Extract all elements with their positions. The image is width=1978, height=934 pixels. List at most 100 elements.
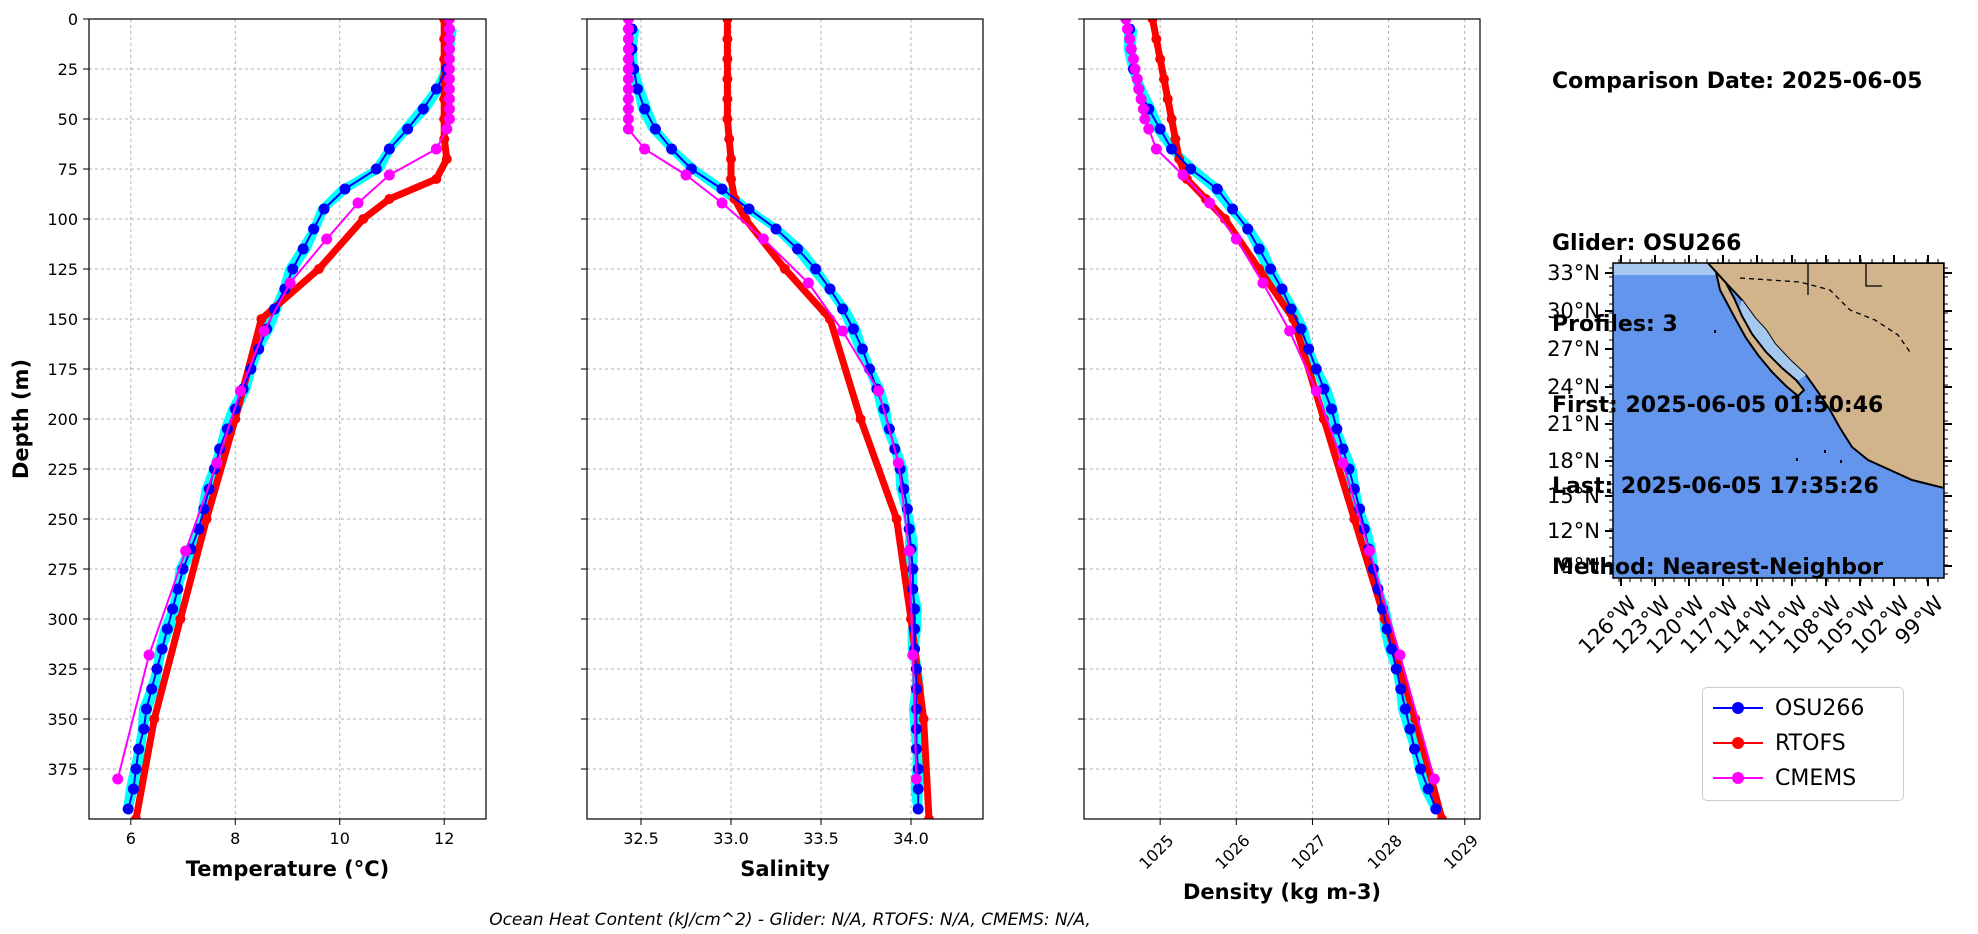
y-tick-label: 175 (47, 360, 78, 379)
data-point-osu266 (167, 603, 179, 615)
data-point-rtofs (1162, 94, 1173, 104)
x-tick-label: 1029 (1440, 831, 1482, 873)
data-point-osu266 (1404, 723, 1416, 735)
legend-label: RTOFS (1775, 730, 1846, 756)
data-point-rtofs (384, 194, 395, 204)
island (1824, 450, 1826, 453)
data-point-osu266 (1253, 243, 1265, 255)
data-point-rtofs (131, 814, 142, 819)
lat-label: 9°N (1560, 554, 1600, 578)
data-point-cmems (1128, 53, 1139, 65)
data-point-cmems (284, 277, 296, 289)
data-point-rtofs (918, 714, 929, 724)
data-point-osu266 (308, 223, 320, 235)
lat-label: 12°N (1547, 519, 1600, 543)
data-point-cmems (622, 83, 634, 95)
y-tick-label: 350 (47, 710, 78, 729)
data-point-osu266 (639, 103, 651, 115)
data-point-osu266 (140, 703, 152, 715)
data-point-osu266 (193, 523, 205, 535)
data-point-cmems (1121, 23, 1133, 35)
data-point-osu266 (792, 243, 804, 255)
data-point-osu266 (1166, 143, 1178, 155)
y-tick-label: 300 (47, 610, 78, 629)
data-point-cmems (258, 325, 270, 337)
island (1796, 458, 1798, 461)
data-point-osu266 (1409, 743, 1421, 755)
data-point-cmems (1428, 773, 1440, 785)
data-point-osu266 (1331, 423, 1343, 435)
data-point-osu266 (339, 183, 351, 195)
x-tick-label: 1025 (1135, 831, 1177, 873)
data-point-cmems (1143, 123, 1155, 135)
data-point-cmems (622, 123, 634, 135)
profile-count: Profiles: 3 (1552, 312, 1678, 337)
y-tick-label: 200 (47, 410, 78, 429)
data-point-rtofs (724, 134, 735, 144)
y-tick-label: 0 (68, 10, 78, 29)
data-point-cmems (143, 649, 155, 661)
lat-label: 18°N (1547, 449, 1600, 473)
data-point-osu266 (161, 623, 173, 635)
data-point-cmems (321, 233, 333, 245)
y-tick-label: 225 (47, 460, 78, 479)
data-point-cmems (443, 23, 455, 35)
data-point-osu266 (649, 123, 661, 135)
x-tick-label: 6 (126, 829, 136, 848)
info-panel: Comparison Date: 2025-06-05 Glider: OSU2… (1552, 14, 1922, 608)
data-point-cmems (907, 649, 919, 661)
data-point-rtofs (1147, 19, 1158, 24)
lat-label: 15°N (1547, 484, 1600, 508)
data-point-cmems (1284, 325, 1296, 337)
state-border (1739, 277, 1911, 353)
data-point-cmems (757, 233, 769, 245)
data-point-osu266 (770, 223, 782, 235)
data-point-osu266 (1395, 683, 1407, 695)
data-point-cmems (873, 385, 885, 397)
data-point-cmems (622, 63, 634, 75)
data-point-cmems (443, 83, 455, 95)
data-point-osu266 (1242, 223, 1254, 235)
data-point-cmems (622, 53, 634, 65)
data-point-cmems (211, 457, 223, 469)
lat-label: 33°N (1547, 261, 1600, 285)
data-point-rtofs (431, 174, 442, 184)
data-point-cmems (622, 43, 634, 55)
data-point-osu266 (912, 783, 924, 795)
data-point-cmems (622, 33, 634, 45)
data-point-cmems (430, 143, 442, 155)
data-point-cmems (1150, 143, 1162, 155)
data-point-rtofs (722, 34, 733, 44)
data-point-cmems (112, 773, 124, 785)
data-point-cmems (1137, 103, 1149, 115)
profile-panel-2: 32.5 33.0 33.5 34.0 Salinity (581, 18, 984, 881)
data-point-cmems (443, 53, 455, 65)
data-point-cmems (1310, 385, 1322, 397)
ocean-heat-content-note: Ocean Heat Content (kJ/cm^2) - Glider: N… (489, 910, 1091, 930)
data-point-cmems (622, 103, 634, 115)
x-tick-label: 33.0 (713, 829, 749, 848)
x-axis-label: Density (kg m-3) (1183, 880, 1381, 904)
data-point-cmems (1129, 63, 1141, 75)
data-point-cmems (622, 23, 634, 35)
data-point-rtofs (722, 54, 733, 64)
data-point-rtofs (891, 514, 902, 524)
y-tick-label: 50 (58, 110, 78, 129)
legend-swatch (1713, 768, 1763, 788)
data-point-osu266 (146, 683, 158, 695)
data-point-cmems (910, 773, 922, 785)
data-point-cmems (622, 113, 634, 125)
data-point-cmems (622, 93, 634, 105)
comparison-date: Comparison Date: 2025-06-05 (1552, 69, 1923, 94)
y-tick-label: 375 (47, 760, 78, 779)
data-point-rtofs (722, 74, 733, 84)
data-point-rtofs (1155, 54, 1166, 64)
data-point-osu266 (172, 583, 184, 595)
data-point-rtofs (1151, 34, 1162, 44)
y-tick-label: 75 (58, 160, 78, 179)
x-tick-label: 1028 (1364, 831, 1406, 873)
data-point-rtofs (924, 814, 934, 819)
x-tick-label: 12 (434, 829, 454, 848)
border-line (1807, 263, 1882, 295)
